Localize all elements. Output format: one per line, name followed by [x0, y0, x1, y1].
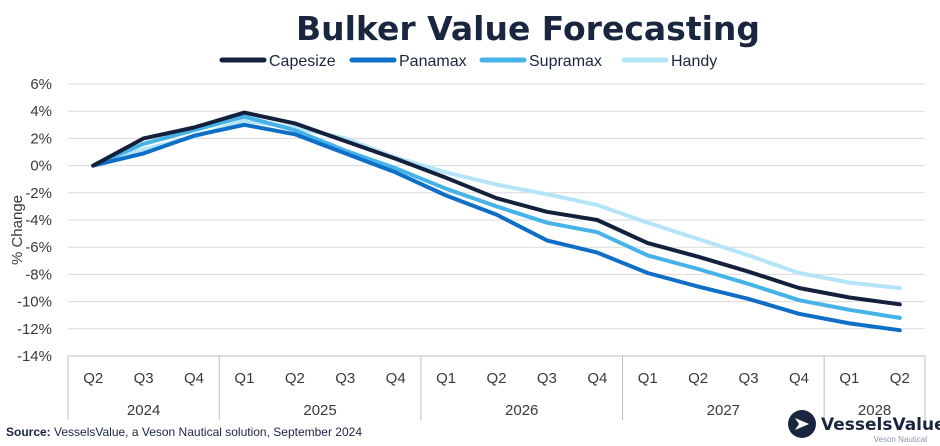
source-note: Source: VesselsValue, a Veson Nautical s… — [6, 425, 362, 439]
legend-item-capesize: Capesize — [219, 53, 336, 70]
x-tick-label: Q2 — [285, 370, 305, 387]
x-tick-label: Q1 — [839, 370, 859, 387]
year-label: 2025 — [303, 402, 336, 419]
x-tick-label: Q1 — [638, 370, 658, 387]
series-line-handy — [91, 118, 902, 290]
chart-title: Bulker Value Forecasting — [296, 9, 760, 48]
x-tick-label: Q2 — [890, 370, 910, 387]
series-line-capesize — [91, 110, 902, 307]
x-tick-label: Q4 — [789, 370, 809, 387]
legend-label: Handy — [671, 53, 717, 70]
y-tick-label: -4% — [25, 212, 52, 229]
legend-item-handy: Handy — [621, 53, 717, 70]
y-tick-label: -8% — [25, 266, 52, 283]
year-label: 2027 — [707, 402, 740, 419]
series-lines — [91, 110, 902, 333]
brand-name: VesselsValue — [821, 415, 940, 435]
x-tick-label: Q3 — [739, 370, 759, 387]
x-tick-label: Q4 — [386, 370, 406, 387]
legend-label: Capesize — [269, 53, 336, 70]
x-axis: Q2 Q3 Q4 Q1 Q2 Q3 Q4 Q1 Q2 Q3 Q4 Q1 Q2 Q3 Q4 Q1 Q2 2024 20… — [67, 355, 926, 420]
x-tick-label: Q1 — [234, 370, 254, 387]
year-label: 2024 — [127, 402, 160, 419]
legend-item-panamax: Panamax — [349, 53, 467, 70]
y-tick-label: -10% — [17, 294, 52, 311]
legend-label: Panamax — [399, 53, 467, 70]
y-axis: 6% 4% 2% 0% -2% -4% -6% -8% -10% -12% -14% — [17, 76, 52, 365]
x-tick-label: Q3 — [134, 370, 154, 387]
series-line-panamax — [91, 122, 902, 333]
brand-logo: VesselsValue Veson Nautical — [788, 410, 940, 444]
y-tick-label: -2% — [25, 185, 52, 202]
x-tick-label: Q4 — [184, 370, 204, 387]
year-label: 2026 — [505, 402, 538, 419]
x-tick-label: Q2 — [486, 370, 506, 387]
vesselsvalue-logo-icon — [788, 410, 816, 438]
source-text: VesselsValue, a Veson Nautical solution,… — [51, 425, 363, 439]
source-label: Source: — [6, 425, 51, 439]
year-label: 2028 — [858, 402, 891, 419]
series-line-supramax — [91, 114, 902, 320]
y-tick-label: -12% — [17, 321, 52, 338]
brand-subtitle: Veson Nautical — [874, 435, 928, 444]
y-tick-label: 2% — [30, 130, 52, 147]
x-tick-label: Q1 — [436, 370, 456, 387]
x-tick-label: Q3 — [335, 370, 355, 387]
x-tick-label: Q2 — [83, 370, 103, 387]
y-tick-label: -6% — [25, 239, 52, 256]
y-tick-label: 4% — [30, 103, 52, 120]
x-tick-label: Q4 — [587, 370, 607, 387]
gridlines — [68, 83, 925, 357]
y-axis-label: % Change — [9, 195, 26, 265]
legend: Capesize Panamax Supramax Handy — [219, 53, 717, 70]
x-tick-label: Q2 — [688, 370, 708, 387]
y-tick-label: -14% — [17, 348, 52, 365]
y-tick-label: 0% — [30, 158, 52, 175]
legend-label: Supramax — [529, 53, 602, 70]
y-tick-label: 6% — [30, 76, 52, 93]
x-tick-label: Q3 — [537, 370, 557, 387]
legend-item-supramax: Supramax — [479, 53, 602, 70]
